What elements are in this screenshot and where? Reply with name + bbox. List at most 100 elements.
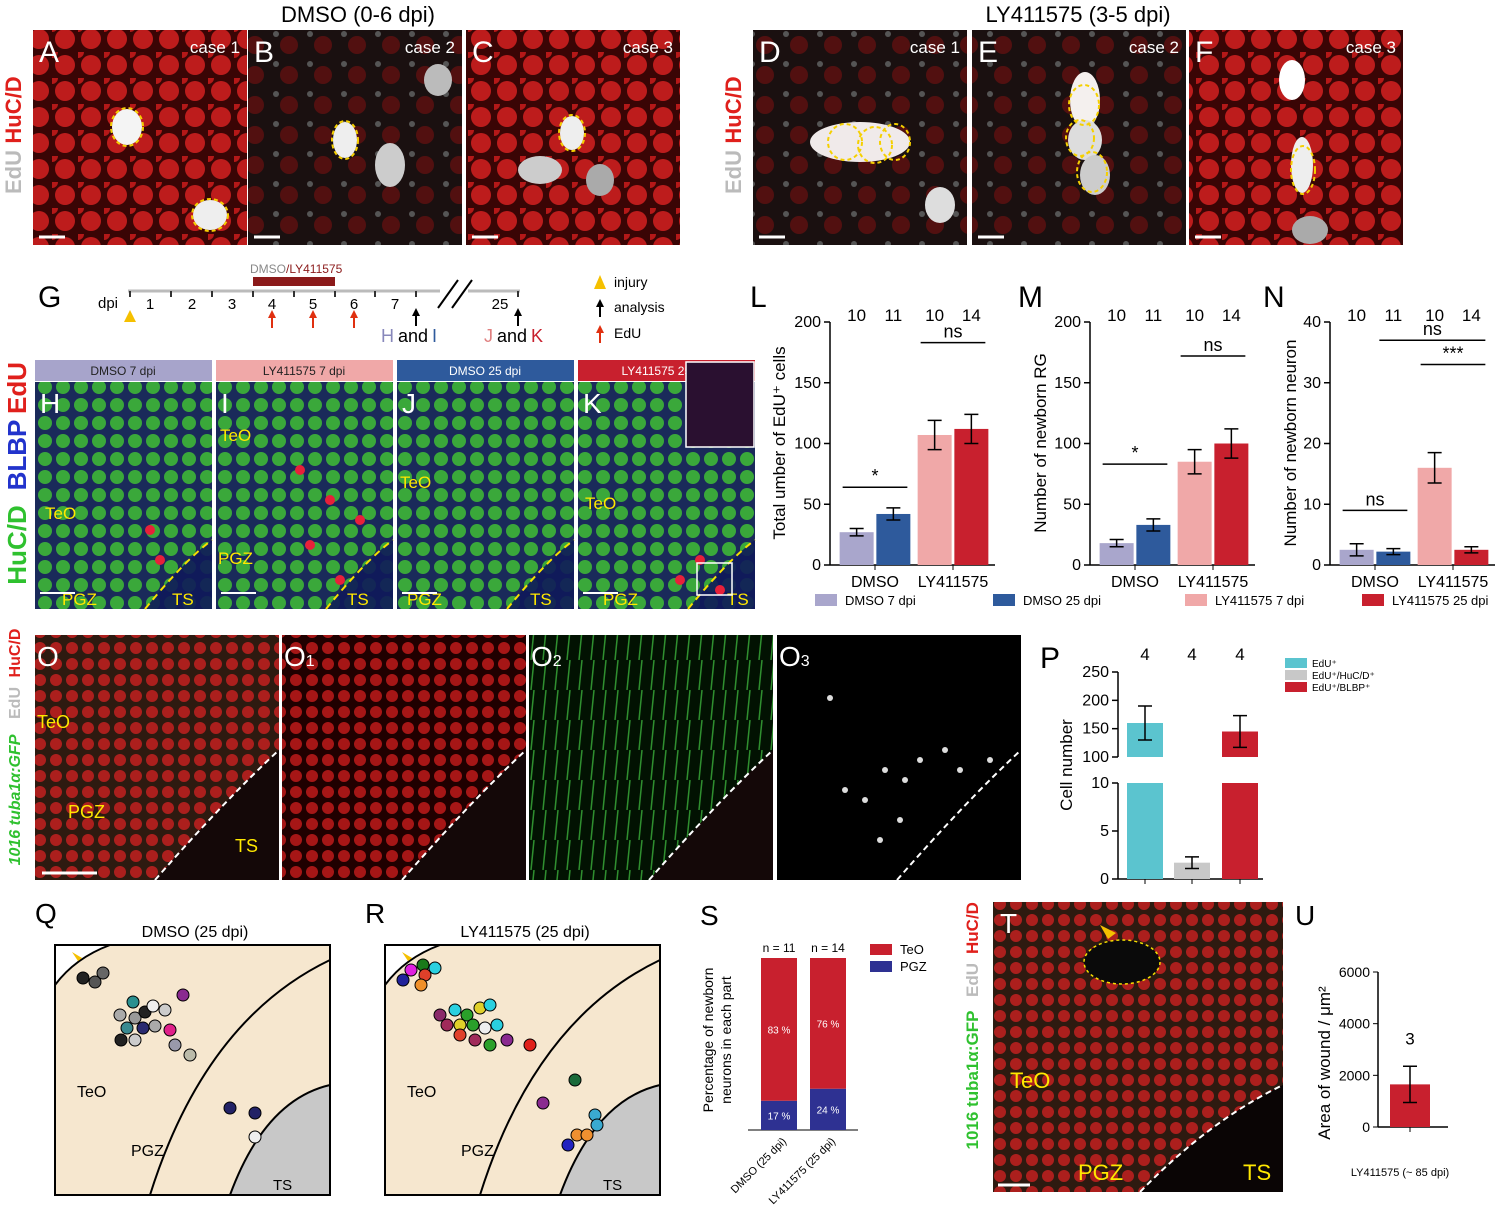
analysis-arrow — [514, 308, 522, 326]
error-bar — [1427, 451, 1442, 484]
cell-dot — [128, 1033, 142, 1047]
rotated-label: HuC/D — [7, 629, 24, 678]
label: T — [1000, 908, 1017, 939]
cell-dot — [440, 1018, 454, 1032]
error-bar — [1403, 1065, 1417, 1104]
legend-swatch — [1285, 658, 1307, 668]
label: TeO — [1010, 1068, 1050, 1093]
cell-dot — [158, 1003, 172, 1017]
edu-cell — [335, 575, 345, 585]
panel-letter: O1 — [284, 641, 315, 672]
label: K — [583, 388, 602, 419]
label: TS — [603, 1177, 622, 1194]
label: F — [1195, 36, 1213, 69]
dark-region — [155, 750, 279, 880]
outline — [1290, 145, 1316, 195]
cell-dot — [396, 973, 410, 987]
value-label: 76 % — [817, 1019, 840, 1030]
label: case 2 — [405, 38, 455, 57]
error-bar — [1224, 428, 1239, 459]
cell-dot — [500, 1033, 514, 1047]
panel-header — [216, 360, 393, 381]
edu-cell — [295, 465, 305, 475]
outline — [827, 123, 863, 161]
label: I — [221, 388, 229, 419]
injury-region — [384, 944, 441, 989]
bar — [954, 428, 989, 565]
label: TeO — [400, 473, 431, 492]
rotated-label: HuC/D — [2, 505, 32, 584]
rotated-label: EdU — [721, 150, 746, 194]
panel-letter: O3 — [779, 641, 810, 672]
label: S — [700, 900, 719, 931]
ts-boundary — [648, 749, 774, 881]
cell-dot — [76, 971, 90, 985]
y-tick-label: 0 — [1100, 871, 1109, 888]
dark-region — [897, 750, 1021, 880]
label: TS — [235, 836, 258, 856]
significance-label: * — [871, 466, 878, 486]
cell-dot — [113, 1008, 127, 1022]
label: case 3 — [623, 38, 673, 57]
y-axis-label: Number of newborn RG — [1031, 353, 1050, 533]
x-tick-label: LY411575 — [1178, 574, 1249, 591]
y-tick-label: 100 — [794, 436, 821, 453]
y-tick-label: 10 — [1091, 775, 1109, 792]
label-part: I — [432, 326, 437, 346]
label: 2 — [188, 296, 196, 313]
label: PGZ — [218, 549, 253, 568]
bar-segment — [761, 1100, 797, 1130]
legend-swatch — [870, 944, 892, 955]
error-bar — [849, 527, 864, 537]
ts-region — [688, 540, 755, 609]
label: G — [38, 281, 61, 314]
error-bar — [1187, 448, 1202, 475]
label: R — [365, 898, 385, 929]
label-part: 1 — [306, 653, 315, 670]
inset-box — [696, 562, 733, 596]
label: 5 — [309, 296, 317, 313]
injury-marker — [124, 310, 136, 322]
label: TeO — [407, 1084, 436, 1101]
ts-boundary — [401, 749, 527, 881]
n-label: 10 — [847, 306, 866, 325]
outline — [1076, 151, 1108, 193]
y-axis-label: Total umber of EdU⁺ cells — [770, 346, 789, 539]
edu-cell — [902, 777, 908, 783]
cell-dot — [168, 1038, 182, 1052]
n-label: 10 — [1347, 306, 1366, 325]
cell — [586, 164, 614, 196]
label: LY411575 7 dpi — [263, 364, 345, 378]
cell-dot — [414, 978, 428, 992]
n-label: 3 — [1405, 1029, 1414, 1048]
label-part: /LY411575 — [286, 262, 343, 276]
edu-cell — [145, 525, 155, 535]
label: Q — [35, 898, 57, 929]
label: PGZ — [603, 590, 638, 609]
legend-label: EdU⁺ — [1312, 659, 1337, 670]
cell-dot — [223, 1101, 237, 1115]
label: 7 — [391, 296, 399, 313]
cell-dot — [96, 966, 110, 980]
legend-label: PGZ — [900, 959, 927, 974]
edu-cell — [842, 787, 848, 793]
x-tick-label: DMSO — [851, 574, 899, 591]
outline — [857, 126, 893, 164]
error-bar — [1464, 546, 1479, 554]
bar — [1214, 443, 1249, 565]
cell — [810, 122, 910, 162]
bar-segment — [761, 958, 797, 1101]
y-tick-label: 0 — [812, 557, 821, 574]
cell-dot — [136, 1021, 150, 1035]
n-label: 11 — [1145, 306, 1163, 325]
bar — [1417, 467, 1452, 565]
n-label: n = 14 — [811, 941, 845, 955]
ts-boundary — [1139, 1084, 1284, 1193]
outline — [1065, 119, 1095, 157]
cell-dot — [183, 1048, 197, 1062]
cell — [193, 200, 227, 230]
wound — [1083, 939, 1161, 985]
ts-region — [558, 1083, 661, 1196]
rotated-label: 1016 tuba1α:GFP — [7, 734, 24, 865]
